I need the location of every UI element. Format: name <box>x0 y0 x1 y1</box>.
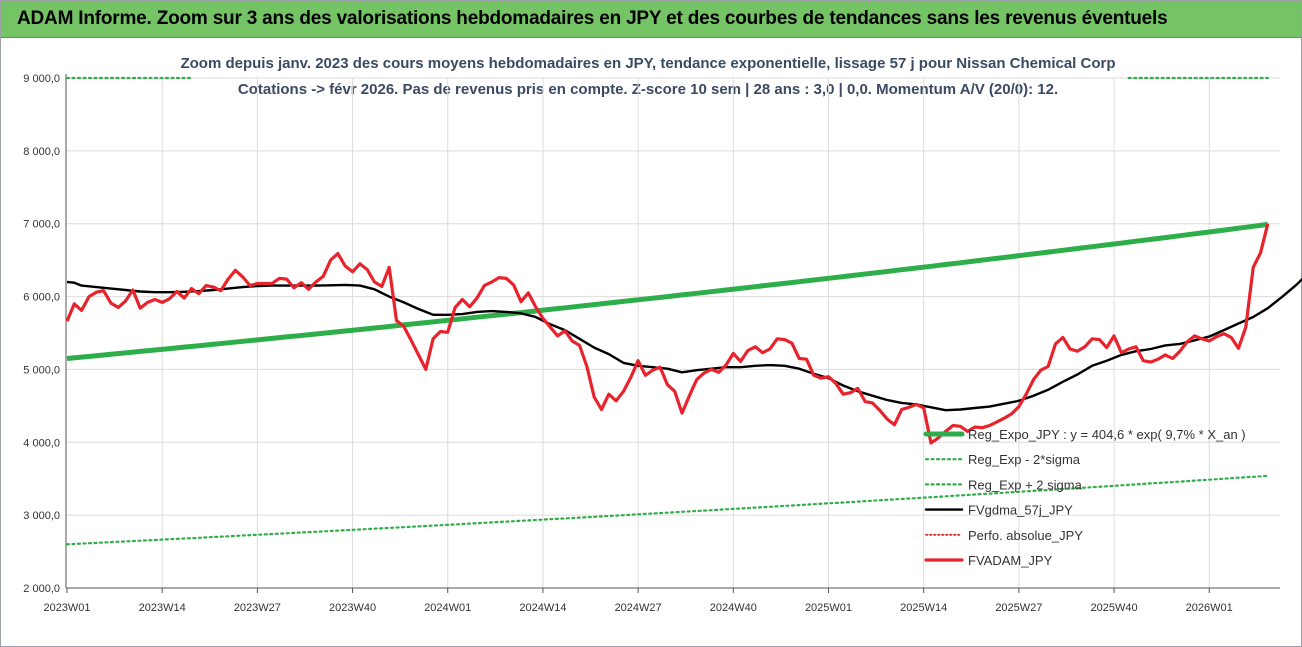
x-tick-label: 2024W14 <box>519 602 566 614</box>
series-lines <box>65 76 1302 546</box>
x-tick-label: 2024W40 <box>710 602 757 614</box>
x-tick-label: 2026W01 <box>1186 602 1233 614</box>
axes: 2 000,0 3 000,0 4 000,0 5 000,0 6 000,0 7 000… <box>23 73 1280 614</box>
report-banner: ADAM Informe. Zoom sur 3 ans des valoris… <box>1 1 1301 38</box>
x-tick-label: 2025W40 <box>1090 602 1137 614</box>
x-tick-label: 2023W01 <box>43 602 90 614</box>
x-tick-label: 2025W01 <box>805 602 852 614</box>
x-tick-label: 2023W14 <box>139 602 186 614</box>
y-tick-label: 4 000,0 <box>23 437 60 449</box>
legend-label: FVADAM_JPY <box>968 553 1053 568</box>
x-tick-label: 2025W14 <box>900 602 947 614</box>
y-tick-label: 3 000,0 <box>23 510 60 522</box>
y-tick-label: 6 000,0 <box>23 292 60 304</box>
legend-label: FVgdma_57j_JPY <box>968 503 1073 518</box>
y-tick-label: 5 000,0 <box>23 364 60 376</box>
x-tick-label: 2025W27 <box>995 602 1042 614</box>
x-tick-label: 2024W27 <box>615 602 662 614</box>
legend-label: Reg_Expo_JPY : y = 404,6 * exp( 9,7% * X… <box>968 427 1246 442</box>
y-tick-label: 9 000,0 <box>23 73 60 85</box>
legend-label: Reg_Exp - 2*sigma <box>968 452 1081 467</box>
legend-label: Reg_Exp + 2 sigma <box>968 477 1083 492</box>
y-tick-label: 2 000,0 <box>23 583 60 595</box>
x-tick-label: 2024W01 <box>424 602 471 614</box>
x-tick-label: 2023W27 <box>234 602 281 614</box>
legend-label: Perfo. absolue_JPY <box>968 528 1083 543</box>
chart-subtitle-line-1: Zoom depuis janv. 2023 des cours moyens … <box>180 55 1115 72</box>
report-title: ADAM Informe. Zoom sur 3 ans des valoris… <box>17 8 1168 29</box>
chart-subtitle-line-2: Cotations -> févr 2026. Pas de revenus p… <box>238 81 1058 98</box>
y-tick-label: 8 000,0 <box>23 146 60 158</box>
x-tick-label: 2023W40 <box>329 602 376 614</box>
series-reg-expo-jpy <box>66 221 1269 361</box>
legend: Reg_Expo_JPY : y = 404,6 * exp( 9,7% * X… <box>923 427 1246 568</box>
y-tick-label: 7 000,0 <box>23 219 60 231</box>
series-fvgdma-57j-jpy <box>66 277 1302 412</box>
series-fvadam-jpy <box>65 223 1270 445</box>
series-reg-exp-minus-2-sigma <box>65 474 1269 546</box>
